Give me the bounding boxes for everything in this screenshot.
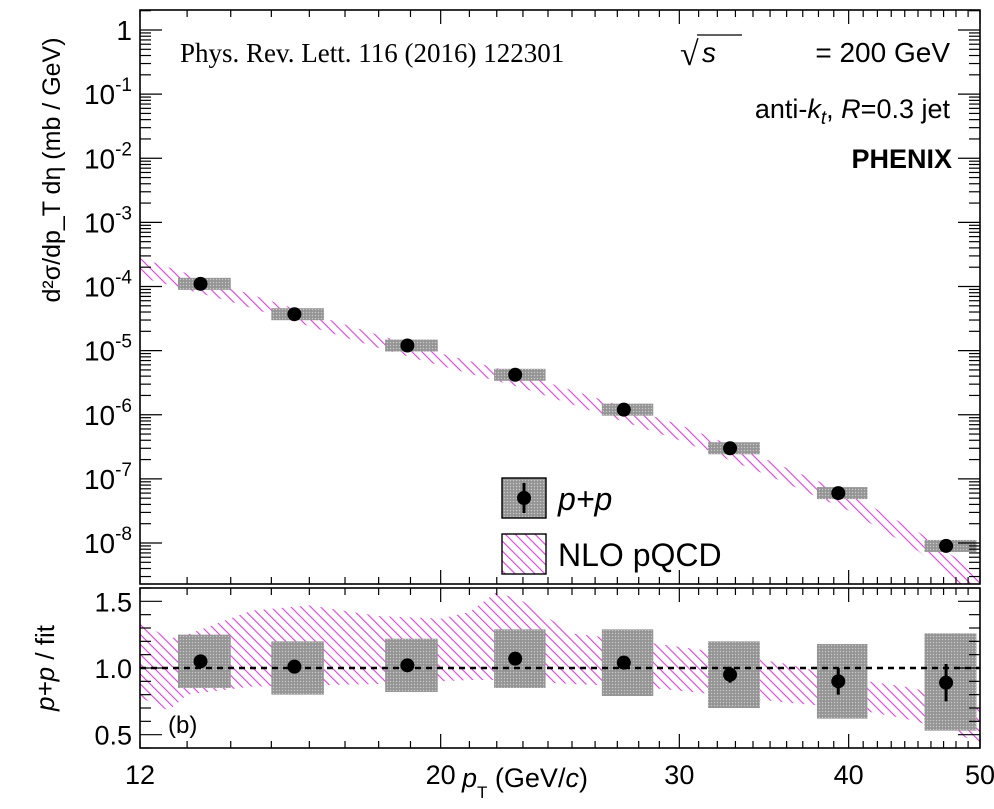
data-point-top-2	[400, 338, 415, 353]
y-tick-label-top-2: 10-2	[84, 139, 132, 174]
legend-nlo-label: NLO pQCD	[558, 537, 722, 573]
data-point-bottom-2	[400, 658, 415, 673]
bottom-panel: 0.5 1.0 1.5 (b) p+p / fit 12 20 30 40 50 pT (G…	[30, 587, 994, 802]
x-tick-label-4: 50	[965, 760, 994, 790]
data-point-top-4	[616, 402, 631, 417]
data-point-bottom-3	[508, 651, 523, 666]
y-tick-base-5: 10	[84, 336, 115, 367]
y-tick-label-top-6: 10-6	[84, 396, 132, 431]
y-tick-exp-2: -2	[115, 139, 132, 160]
y-tick-exp-4: -4	[115, 268, 132, 289]
energy-var: s	[702, 37, 716, 68]
legend-pp-marker	[517, 491, 531, 505]
y-tick-labels-top: 110-110-210-310-410-510-610-710-8	[84, 15, 132, 559]
data-point-bottom-5	[723, 667, 738, 682]
x-tick-label-1: 20	[426, 760, 456, 790]
points-bottom	[193, 651, 954, 702]
y-label-b-italic: p+p	[30, 667, 60, 712]
panel-label-b: (b)	[168, 712, 197, 739]
x-tick-label-0: 12	[125, 760, 155, 790]
y-tick-label-top-8: 10-8	[84, 524, 132, 559]
data-point-top-7	[939, 538, 954, 553]
legend: p+p NLO pQCD	[501, 477, 722, 575]
data-point-bottom-0	[193, 654, 208, 669]
y-label-b-rest: / fit	[30, 624, 60, 667]
legend-nlo-box	[501, 533, 547, 575]
jet-sep: ,	[826, 94, 841, 124]
y-tick-base-1: 10	[84, 79, 115, 110]
y-tick-label-top-4: 10-4	[84, 268, 132, 303]
y-tick-label-top-3: 10-3	[84, 203, 132, 238]
ticks-top	[139, 10, 981, 584]
y-tick-label-bottom-2: 1.5	[94, 587, 132, 617]
data-point-bottom-7	[939, 675, 954, 690]
y-tick-base-2: 10	[84, 143, 115, 174]
top-frame	[139, 9, 981, 585]
bottom-frame	[139, 587, 981, 749]
top-panel: 110-110-210-310-410-510-610-710-8 d²σ/dp…	[38, 9, 981, 585]
jet-suffix: =0.3 jet	[861, 94, 951, 124]
data-point-bottom-6	[831, 674, 846, 689]
points-top	[193, 276, 954, 553]
y-tick-labels-bottom: 0.5 1.0 1.5	[94, 587, 132, 750]
y-tick-base-8: 10	[84, 528, 115, 559]
nlo-band-top	[140, 257, 980, 584]
x-label-rest: (GeV/	[487, 763, 566, 793]
x-label-c: c	[565, 763, 579, 793]
y-tick-base-6: 10	[84, 400, 115, 431]
annotations: Phys. Rev. Lett. 116 (2016) 122301 √ s =…	[180, 34, 952, 174]
x-axis-label: pT (GeV/c)	[461, 763, 588, 802]
x-label-close: )	[579, 763, 588, 793]
legend-pp-label: p+p	[557, 481, 612, 517]
y-tick-label-top-0: 1	[116, 15, 132, 46]
jet-sub: t	[821, 108, 827, 129]
y-tick-label-top-1: 10-1	[84, 75, 132, 110]
jet-R: R	[841, 94, 861, 124]
data-point-top-5	[723, 441, 738, 456]
jet-k: k	[807, 94, 822, 124]
y-tick-exp-1: -1	[115, 75, 132, 96]
data-point-bottom-1	[287, 659, 302, 674]
y-tick-label-top-5: 10-5	[84, 332, 132, 367]
energy-value: = 200 GeV	[815, 37, 950, 68]
y-axis-label-top: d²σ/dp_T dη (mb / GeV)	[38, 37, 66, 302]
y-tick-base-3: 10	[84, 207, 115, 238]
y-tick-exp-7: -7	[115, 460, 132, 481]
y-axis-label-bottom: p+p / fit	[30, 624, 60, 712]
y-tick-exp-6: -6	[115, 396, 132, 417]
x-label-p: p	[461, 763, 477, 793]
jet-prefix: anti-	[755, 94, 808, 124]
y-tick-exp-5: -5	[115, 332, 132, 353]
nlo-band-top-area	[140, 257, 980, 584]
jet-label: anti-kt, R=0.3 jet	[755, 94, 951, 129]
y-tick-label-bottom-0: 0.5	[94, 721, 132, 751]
data-point-top-1	[287, 307, 302, 322]
data-point-bottom-4	[616, 655, 631, 670]
energy-sqrt: √	[680, 36, 699, 73]
y-tick-exp-8: -8	[115, 524, 132, 545]
y-tick-label-bottom-1: 1.0	[94, 654, 132, 684]
sys-boxes-bottom	[177, 629, 977, 731]
y-tick-base-7: 10	[84, 464, 115, 495]
x-tick-label-3: 40	[834, 760, 864, 790]
y-tick-exp-3: -3	[115, 203, 132, 224]
experiment-label: PHENIX	[851, 144, 952, 174]
data-point-top-6	[831, 486, 846, 501]
x-tick-labels: 12 20 30 40 50	[125, 760, 994, 790]
x-tick-label-2: 30	[664, 760, 694, 790]
data-point-top-3	[508, 367, 523, 382]
data-point-top-0	[193, 276, 208, 291]
reference-label: Phys. Rev. Lett. 116 (2016) 122301	[180, 38, 564, 68]
y-tick-base-4: 10	[84, 272, 115, 303]
x-label-T: T	[477, 783, 487, 802]
y-tick-label-top-7: 10-7	[84, 460, 132, 495]
